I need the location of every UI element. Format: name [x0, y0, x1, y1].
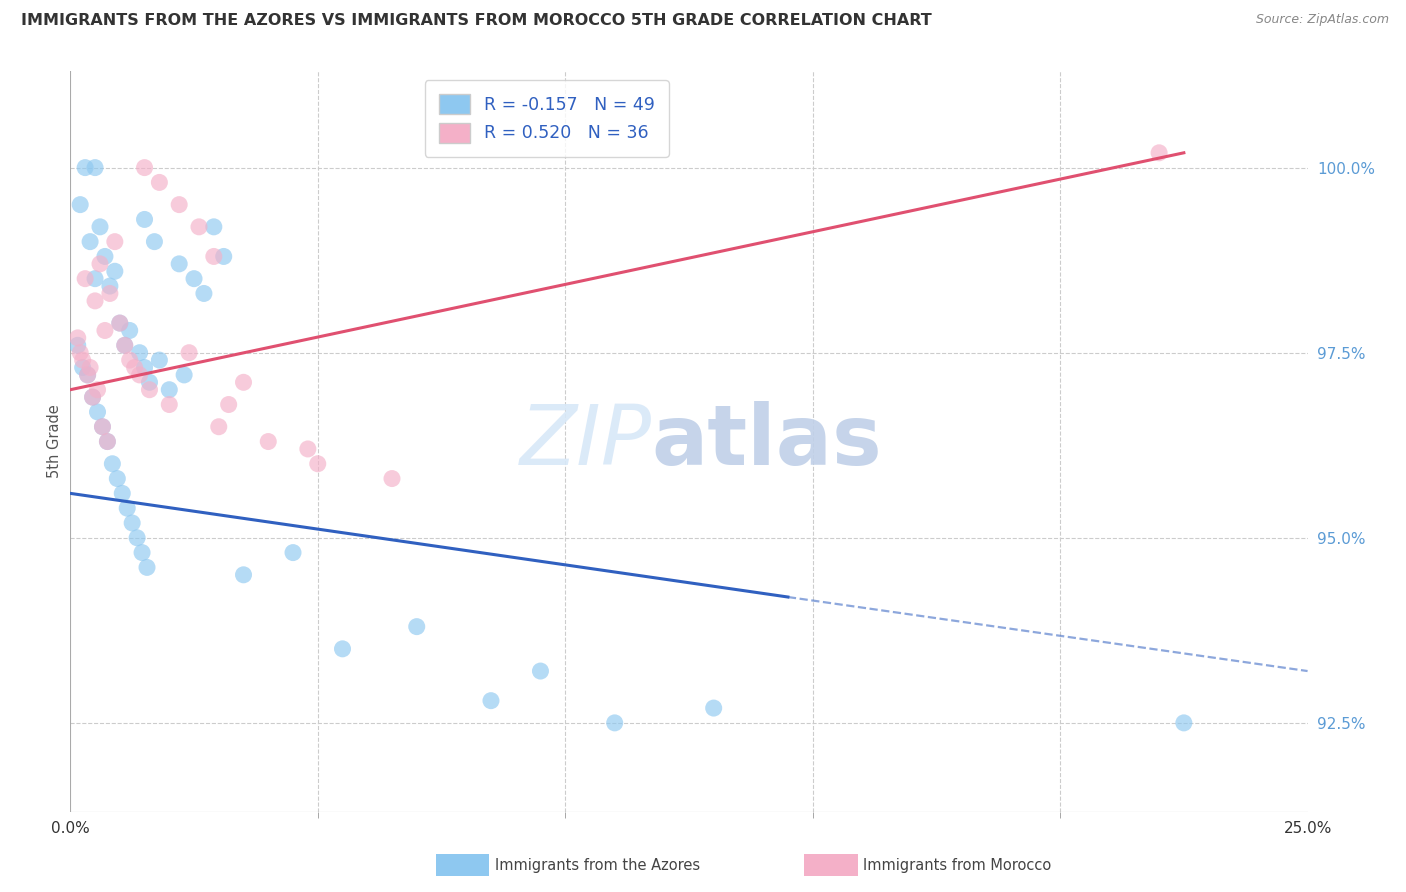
Point [148, 176, 170, 190]
Point [114, 338, 136, 352]
Point [101, 457, 124, 471]
Point [188, 219, 211, 234]
Y-axis label: 5th Grade: 5th Grade [46, 405, 62, 478]
Point [86, 405, 108, 419]
Point [75, 271, 97, 285]
Point [297, 442, 319, 456]
Point [76, 368, 98, 382]
Point [703, 701, 725, 715]
Point [82, 390, 104, 404]
Text: Source: ZipAtlas.com: Source: ZipAtlas.com [1256, 13, 1389, 27]
Point [218, 398, 240, 412]
Point [128, 368, 150, 382]
Point [96, 434, 118, 449]
Text: IMMIGRANTS FROM THE AZORES VS IMMIGRANTS FROM MOROCCO 5TH GRADE CORRELATION CHAR: IMMIGRANTS FROM THE AZORES VS IMMIGRANTS… [21, 13, 932, 29]
Point [108, 316, 131, 330]
Point [75, 161, 97, 175]
Point [529, 664, 551, 678]
Point [173, 368, 195, 382]
Point [232, 376, 254, 390]
Point [104, 235, 127, 249]
Point [148, 353, 170, 368]
Point [479, 694, 502, 708]
Point [94, 250, 117, 264]
Point [202, 219, 225, 234]
Point [66, 338, 89, 352]
Point [79, 235, 101, 249]
Point [84, 293, 107, 308]
Point [307, 457, 329, 471]
Point [405, 620, 427, 634]
Point [128, 345, 150, 359]
Point [96, 434, 118, 449]
Point [208, 419, 231, 434]
Point [105, 472, 128, 486]
Point [157, 383, 180, 397]
Point [127, 531, 149, 545]
Legend: R = -0.157   N = 49, R = 0.520   N = 36: R = -0.157 N = 49, R = 0.520 N = 36 [425, 80, 668, 157]
Point [84, 161, 107, 175]
Point [157, 398, 180, 412]
Point [134, 212, 156, 227]
Point [124, 360, 146, 375]
Point [108, 316, 131, 330]
Point [98, 286, 121, 301]
Point [79, 360, 101, 375]
Point [82, 390, 104, 404]
Point [202, 250, 225, 264]
Point [114, 338, 136, 352]
Point [86, 383, 108, 397]
Point [138, 376, 160, 390]
Point [281, 546, 304, 560]
Text: Immigrants from Morocco: Immigrants from Morocco [863, 858, 1052, 872]
Point [167, 197, 190, 211]
Point [94, 324, 117, 338]
Point [1147, 145, 1170, 160]
Point [143, 235, 166, 249]
Point [232, 567, 254, 582]
Point [177, 345, 200, 359]
Point [98, 279, 121, 293]
Point [167, 257, 190, 271]
Point [89, 219, 111, 234]
Point [212, 250, 235, 264]
Point [69, 197, 91, 211]
Point [89, 257, 111, 271]
Point [66, 331, 89, 345]
Text: Immigrants from the Azores: Immigrants from the Azores [495, 858, 700, 872]
Point [72, 360, 94, 375]
Point [136, 560, 159, 574]
Point [138, 383, 160, 397]
Point [72, 353, 94, 368]
Point [183, 271, 205, 285]
Point [332, 641, 354, 656]
Point [193, 286, 215, 301]
Point [69, 345, 91, 359]
Point [115, 501, 138, 516]
Point [76, 368, 98, 382]
Point [1173, 715, 1195, 730]
Point [91, 419, 114, 434]
Point [134, 360, 156, 375]
Text: ZIP: ZIP [520, 401, 652, 482]
Point [118, 324, 141, 338]
Point [84, 271, 107, 285]
Point [121, 516, 143, 530]
Point [603, 715, 626, 730]
Point [131, 546, 153, 560]
Point [91, 419, 114, 434]
Point [104, 264, 127, 278]
Text: atlas: atlas [652, 401, 883, 482]
Point [257, 434, 280, 449]
Point [381, 472, 404, 486]
Point [111, 486, 134, 500]
Point [118, 353, 141, 368]
Point [134, 161, 156, 175]
